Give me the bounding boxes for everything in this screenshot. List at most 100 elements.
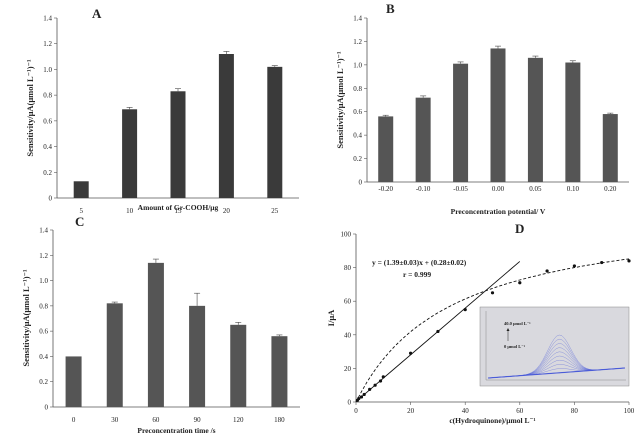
x-tick-label: 10	[126, 207, 134, 215]
y-tick-label: 0	[49, 195, 53, 203]
y-axis-label: Sensitivity/μA(μmol L⁻¹)⁻¹	[335, 51, 345, 149]
x-tick-label: 5	[79, 207, 83, 215]
y-tick-label: 1.2	[39, 252, 48, 260]
y-tick-label: 0.8	[43, 92, 52, 100]
y-tick-label: 1.2	[43, 40, 52, 48]
y-tick-label: 1.4	[43, 15, 52, 23]
bar--0.20	[378, 116, 394, 182]
x-tick-label: 20	[407, 407, 415, 415]
y-tick-label: 40	[344, 331, 352, 339]
x-tick-label: 0.05	[529, 185, 542, 193]
data-point	[600, 260, 604, 265]
x-tick-label: 40	[462, 407, 470, 415]
data-point	[362, 392, 366, 397]
x-tick-label: 120	[233, 416, 244, 424]
x-tick-label: 60	[152, 416, 160, 424]
x-axis-label: Preconcentration potential/ V	[451, 207, 546, 216]
bar-15	[170, 91, 186, 198]
x-tick-label: 0.10	[567, 185, 580, 193]
inset-label-top: 40.0 μmol L⁻¹	[504, 321, 531, 326]
y-tick-label: 0	[348, 399, 352, 407]
y-axis-label: I/μA	[326, 309, 336, 326]
bar-90	[189, 305, 206, 407]
bar-25	[267, 66, 283, 198]
data-point	[373, 383, 377, 387]
data-point	[409, 351, 413, 355]
x-tick-label: 0	[354, 407, 358, 415]
bar-0.00	[490, 48, 506, 183]
data-point	[381, 375, 385, 379]
y-tick-label: 0.6	[43, 117, 52, 125]
inset-voltammogram: 40.0 μmol L⁻¹ 0 μmol L⁻¹	[479, 306, 630, 387]
bar-60	[147, 262, 164, 407]
x-tick-label: -0.05	[453, 185, 468, 193]
inset-label-bottom: 0 μmol L⁻¹	[504, 344, 526, 349]
x-tick-label: 25	[271, 207, 279, 215]
saturation-fit-curve	[355, 258, 630, 403]
panel-b: 0 0.2 0.4 0.6 0.8 1.0 1.2 1.4 -0.20 -0.10 -0.05 0.0…	[335, 1, 629, 216]
y-tick-label: 80	[344, 264, 352, 272]
y-tick-label: 1.2	[353, 38, 362, 46]
y-tick-label: 0.4	[353, 132, 362, 140]
x-axis-label: Preconcentration time /s	[137, 426, 215, 435]
panel-c: 0 0.2 0.4 0.6 0.8 1.0 1.2 1.4 0 30 60 90 120 180 Preco…	[21, 214, 300, 435]
y-tick-label: 1.0	[39, 277, 48, 285]
bar-0.10	[565, 62, 581, 183]
x-tick-label: -0.10	[416, 185, 431, 193]
panel-letter: A	[92, 6, 102, 21]
y-tick-label: 1.4	[353, 15, 362, 23]
y-tick-label: 0.4	[43, 143, 52, 151]
data-point	[359, 395, 364, 399]
y-axis-label: Sensitivity/μA(μmol L⁻¹)⁻¹	[21, 269, 31, 367]
x-tick-label: 30	[111, 416, 119, 424]
y-tick-label: 1.4	[39, 227, 48, 235]
y-tick-label: 0.2	[353, 155, 362, 163]
panel-letter: C	[75, 214, 84, 229]
bar--0.05	[453, 63, 469, 182]
bar-5	[73, 181, 89, 198]
y-tick-label: 0.8	[353, 85, 362, 93]
y-tick-label: 20	[344, 365, 352, 373]
data-point	[627, 259, 631, 263]
y-tick-label: 0	[45, 404, 49, 412]
panel-a: 0 0.2 0.4 0.6 0.8 1.0 1.2 1.4 5 10 15 20 25 Amount of…	[25, 6, 299, 215]
x-tick-label: 0	[72, 416, 76, 424]
y-tick-label: 1.0	[43, 66, 52, 74]
data-point	[545, 269, 549, 273]
bar-20	[218, 54, 234, 198]
bar-10	[122, 109, 138, 198]
bar-180	[271, 336, 288, 407]
bar-0	[65, 356, 82, 407]
y-tick-label: 0.6	[353, 108, 362, 116]
data-point	[368, 387, 372, 391]
x-axis-label: Amount of Gr-COOH/μg	[138, 203, 219, 212]
data-point	[572, 264, 577, 268]
x-tick-label: 0.00	[492, 185, 505, 193]
x-axis-label: c(Hydroquinone)/μmol L⁻¹	[449, 416, 535, 425]
y-tick-label: 100	[341, 231, 352, 239]
y-tick-label: 60	[344, 298, 352, 306]
panel-d: 0 20 40 60 80 100 0 20 40 60 80 100 y = (1.39±0.03)x…	[326, 221, 635, 425]
y-tick-label: 0.6	[39, 328, 48, 336]
y-tick-label: 0	[359, 179, 363, 187]
panel-letter: B	[386, 1, 395, 16]
data-point	[378, 379, 383, 383]
bar--0.10	[415, 97, 431, 182]
fit-equation: y = (1.39±0.03)x + (0.28±0.02)	[372, 258, 467, 267]
x-tick-label: 20	[223, 207, 231, 215]
y-tick-label: 0.8	[39, 302, 48, 310]
data-point	[357, 397, 361, 401]
x-tick-label: 180	[274, 416, 285, 424]
x-tick-label: 60	[516, 407, 524, 415]
bar-0.20	[602, 114, 618, 182]
y-tick-label: 0.4	[39, 353, 48, 361]
y-tick-label: 0.2	[43, 169, 52, 177]
data-point	[436, 329, 440, 334]
bar-0.05	[527, 57, 543, 183]
bar-120	[230, 324, 247, 407]
data-point	[490, 291, 495, 295]
data-point	[518, 281, 522, 285]
x-tick-label: 90	[194, 416, 202, 424]
data-point	[463, 308, 467, 312]
